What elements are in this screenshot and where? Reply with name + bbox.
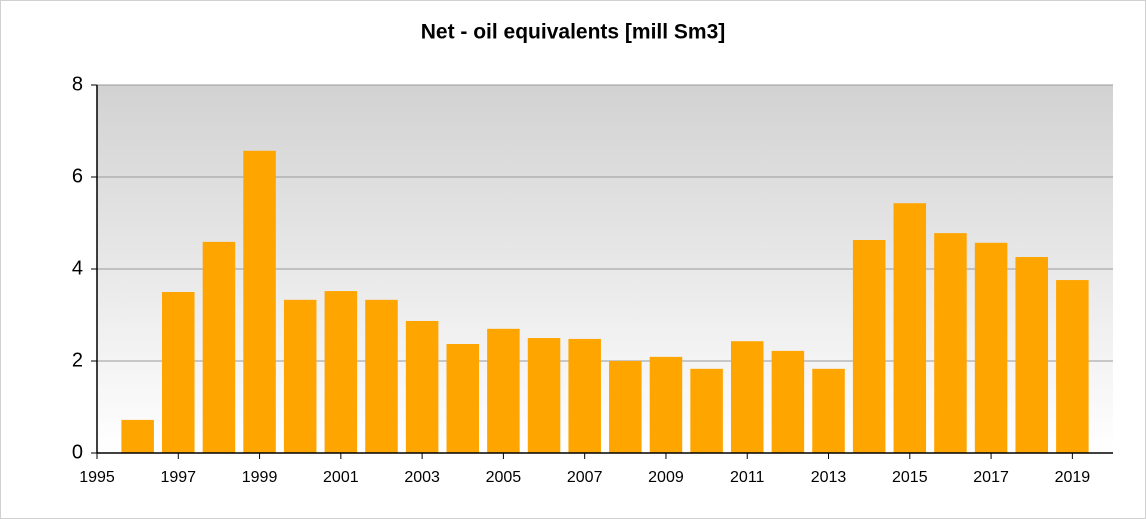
bar: [202, 241, 236, 453]
y-tick-label: 8: [72, 73, 83, 95]
bar: [934, 233, 967, 453]
y-tick-label: 6: [72, 165, 83, 187]
x-tick-label: 1995: [79, 469, 115, 486]
bar: [771, 350, 805, 453]
bar: [609, 361, 642, 453]
y-tick-label: 4: [72, 257, 83, 279]
bar: [527, 338, 561, 453]
bar: [852, 240, 886, 453]
bar: [812, 368, 845, 453]
x-tick-label: 1997: [160, 469, 196, 486]
bar: [649, 356, 683, 453]
y-tick-label: 0: [72, 441, 83, 463]
bar: [1015, 257, 1048, 453]
x-tick-label: 2013: [811, 469, 847, 486]
bar: [730, 341, 764, 453]
x-tick-label: 2017: [973, 469, 1009, 486]
x-tick-label: 1999: [242, 469, 278, 486]
bar: [974, 242, 1008, 453]
bar: [324, 291, 358, 453]
bar: [690, 368, 723, 453]
y-tick-label: 2: [72, 349, 83, 371]
bar: [365, 299, 398, 453]
x-tick-label: 2019: [1055, 469, 1091, 486]
bar: [893, 203, 927, 453]
x-tick-label: 2015: [892, 469, 928, 486]
bar: [487, 328, 520, 453]
x-tick-label: 2001: [323, 469, 359, 486]
bar: [405, 320, 439, 453]
bar: [162, 292, 195, 453]
x-tick-label: 2007: [567, 469, 603, 486]
x-tick-label: 2011: [730, 469, 765, 486]
bar: [1056, 280, 1089, 453]
bar: [283, 299, 317, 453]
bar: [243, 150, 276, 453]
bar: [121, 419, 154, 453]
bar: [446, 343, 480, 453]
chart-title: Net - oil equivalents [mill Sm3]: [421, 21, 726, 44]
x-tick-label: 2005: [486, 469, 522, 486]
x-tick-label: 2003: [404, 469, 440, 486]
bar: [568, 338, 601, 453]
x-tick-label: 2009: [648, 469, 684, 486]
